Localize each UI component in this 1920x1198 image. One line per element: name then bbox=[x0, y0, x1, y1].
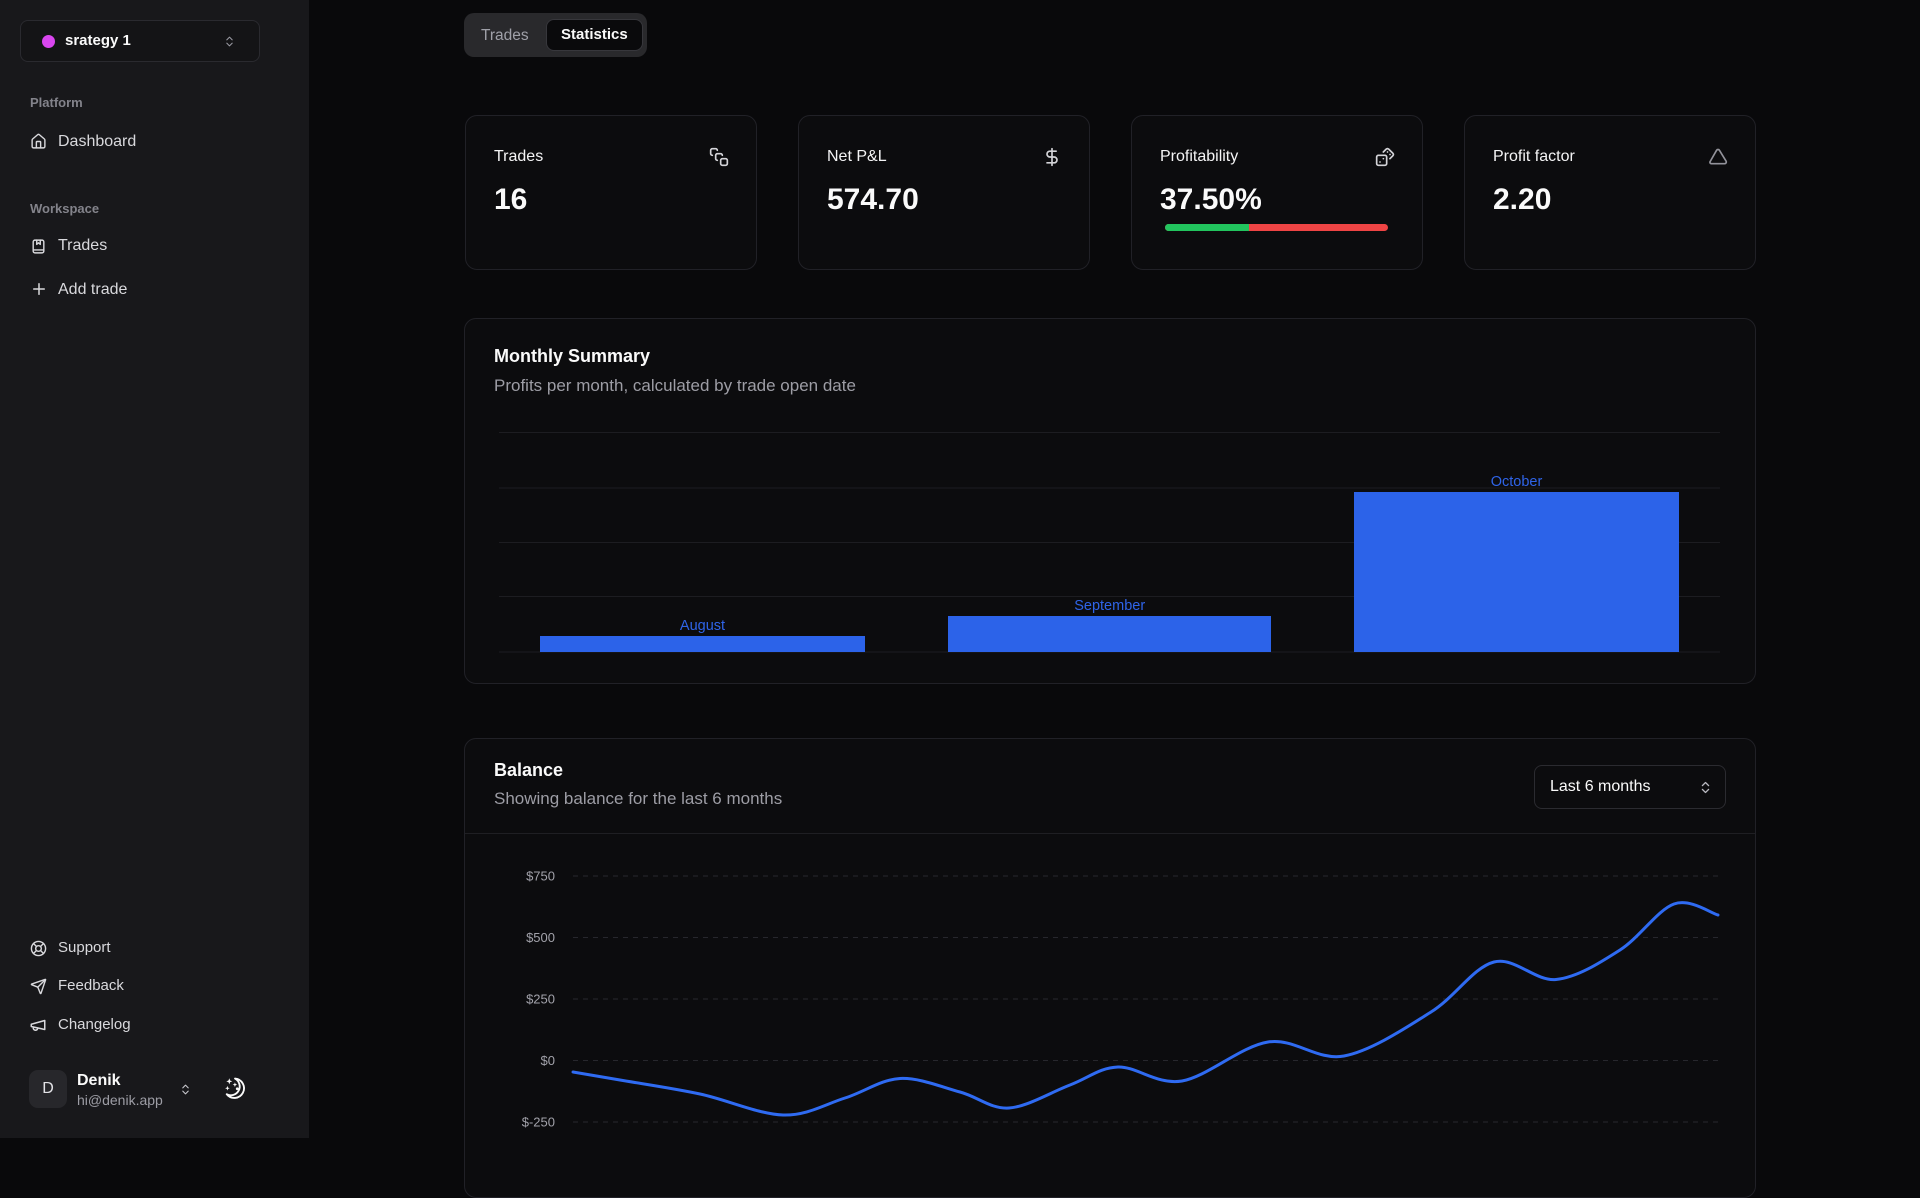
svg-text:$750: $750 bbox=[526, 869, 555, 884]
svg-text:$250: $250 bbox=[526, 992, 555, 1007]
svg-text:$-250: $-250 bbox=[522, 1115, 555, 1130]
svg-text:August: August bbox=[680, 618, 725, 634]
svg-text:September: September bbox=[1074, 598, 1145, 614]
svg-text:$500: $500 bbox=[526, 930, 555, 945]
svg-text:$0: $0 bbox=[541, 1053, 555, 1068]
svg-text:October: October bbox=[1491, 474, 1543, 490]
